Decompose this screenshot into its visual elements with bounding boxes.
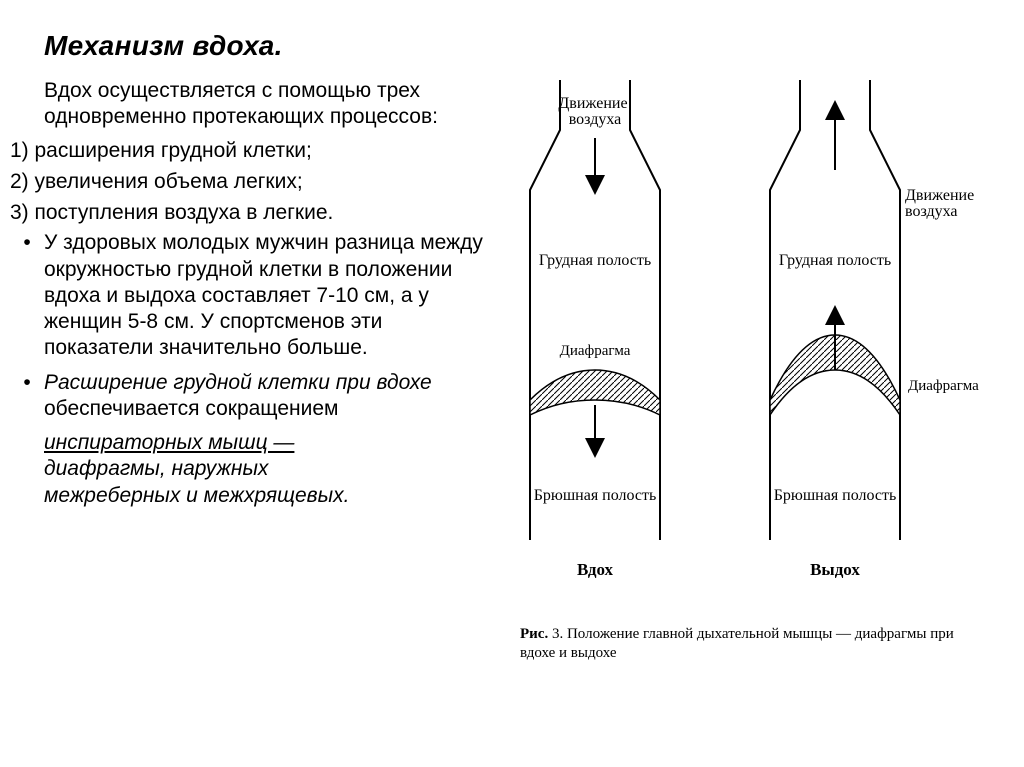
figure-caption: Рис. 3. Положение главной дыхательной мы… — [520, 625, 980, 663]
label-abdomen-exhale: Брюшная полость — [774, 487, 897, 504]
numbered-item-1: 1) расширения грудной клетки; — [10, 137, 490, 164]
bullet-body-1: У здоровых молодых мужчин разница между … — [44, 230, 490, 361]
label-air-movement-inhale: Движение воздуха — [558, 95, 631, 128]
indent-muscles-2: диафрагмы, наружных — [44, 456, 490, 482]
inhale-panel: Движение воздуха Грудная полость Диафраг… — [530, 80, 660, 579]
label-exhale: Выдох — [810, 560, 860, 579]
figure-column: Движение воздуха Грудная полость Диафраг… — [500, 30, 1014, 747]
label-chest-cavity-inhale: Грудная полость — [539, 252, 651, 269]
indent-muscles-3: межреберных и межхрящевых. — [44, 483, 490, 509]
exhale-panel: Движение воздуха Грудная полость Диафраг… — [770, 80, 979, 579]
label-air-movement-exhale: Движение воздуха — [905, 187, 978, 220]
bullet-item-2: • Расширение грудной клетки при вдохе об… — [10, 370, 490, 423]
diaphragm-diagram: Движение воздуха Грудная полость Диафраг… — [500, 70, 1000, 590]
caption-text: 3. Положение главной дыхательной мышцы —… — [520, 626, 954, 661]
indent-muscles-1: инспираторных мышц — — [44, 430, 490, 456]
bullet-body-2: Расширение грудной клетки при вдохе обес… — [44, 370, 490, 423]
bullet-marker: • — [10, 370, 44, 423]
bullet-item-1: • У здоровых молодых мужчин разница межд… — [10, 230, 490, 361]
figure: Движение воздуха Грудная полость Диафраг… — [500, 70, 1000, 590]
numbered-item-3: 3) поступления воздуха в легкие. — [10, 199, 490, 226]
bullet2-emph: Расширение грудной клетки при вдохе — [44, 371, 432, 394]
label-chest-cavity-exhale: Грудная полость — [779, 252, 891, 269]
caption-prefix: Рис. — [520, 626, 548, 642]
label-diaphragm-inhale: Диафрагма — [560, 343, 631, 359]
numbered-item-2: 2) увеличения объема легких; — [10, 168, 490, 195]
label-inhale: Вдох — [577, 560, 614, 579]
label-diaphragm-exhale: Диафрагма — [908, 378, 979, 394]
intro-text: Вдох осуществляется с помощью трех однов… — [44, 78, 490, 131]
page-title: Механизм вдоха. — [44, 30, 490, 62]
text-column: Механизм вдоха. Вдох осуществляется с по… — [10, 30, 500, 747]
label-abdomen-inhale: Брюшная полость — [534, 487, 657, 504]
bullet-marker: • — [10, 230, 44, 361]
bullet2-tail: обеспечивается сокращением — [44, 397, 338, 420]
